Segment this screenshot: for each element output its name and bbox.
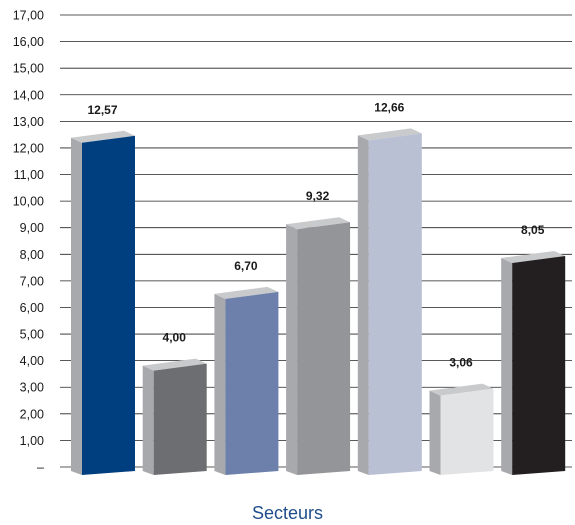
bar-front-face bbox=[512, 255, 566, 475]
bar bbox=[142, 358, 207, 475]
data-label: 9,32 bbox=[306, 189, 330, 203]
y-tick-label: 2,00 bbox=[20, 407, 44, 421]
bar-front-face bbox=[440, 388, 494, 475]
bar bbox=[429, 383, 494, 475]
bar-side-face bbox=[142, 365, 154, 475]
data-label: 6,70 bbox=[234, 259, 258, 273]
y-axis-tick-labels: – 1,00 2,00 3,00 4,00 5,00 6,00 7,00 8,00 9,00 10,… bbox=[13, 9, 44, 475]
y-tick-label: 13,00 bbox=[13, 115, 44, 129]
bar-side-face bbox=[71, 137, 82, 475]
bar-front-face bbox=[82, 135, 135, 475]
bar-side-face bbox=[286, 224, 298, 475]
data-label: 8,05 bbox=[521, 223, 545, 237]
bar-front-face bbox=[297, 222, 351, 475]
bar bbox=[214, 286, 279, 475]
bar-front-face bbox=[225, 291, 279, 475]
data-label: 3,06 bbox=[449, 356, 473, 370]
bar-side-face bbox=[501, 257, 513, 475]
y-tick-label: 14,00 bbox=[13, 88, 44, 102]
data-label: 12,57 bbox=[87, 103, 117, 117]
bar-front-face bbox=[153, 363, 207, 475]
bar-top-face bbox=[286, 217, 351, 230]
bar bbox=[501, 250, 566, 475]
data-labels: 12,57 4,00 6,70 9,32 12,66 3,06 8,05 bbox=[87, 100, 544, 369]
bar-front-face bbox=[368, 133, 422, 475]
y-tick-label: 9,00 bbox=[20, 221, 44, 235]
bars bbox=[71, 128, 566, 475]
y-tick-label: 1,00 bbox=[20, 434, 44, 448]
y-tick-label: 16,00 bbox=[13, 35, 44, 49]
data-label: 4,00 bbox=[163, 331, 187, 345]
bar-top-face bbox=[357, 128, 422, 141]
bar-side-face bbox=[214, 293, 226, 475]
bar-top-face bbox=[142, 358, 207, 371]
bar-side-face bbox=[357, 135, 369, 475]
bar bbox=[286, 217, 351, 475]
y-tick-label: – bbox=[37, 461, 44, 475]
y-tick-label: 8,00 bbox=[20, 248, 44, 262]
y-tick-label: 6,00 bbox=[20, 301, 44, 315]
bar bbox=[357, 128, 422, 475]
gridlines bbox=[60, 14, 572, 468]
y-tick-label: 17,00 bbox=[13, 9, 44, 23]
y-tick-label: 3,00 bbox=[20, 381, 44, 395]
y-tick-label: 12,00 bbox=[13, 141, 44, 155]
y-tick-label: 4,00 bbox=[20, 354, 44, 368]
x-axis-title: Secteurs bbox=[251, 503, 324, 523]
bar-top-face bbox=[71, 130, 135, 143]
y-tick-label: 7,00 bbox=[20, 274, 44, 288]
y-tick-label: 10,00 bbox=[13, 195, 44, 209]
y-tick-label: 11,00 bbox=[14, 168, 44, 182]
y-tick-label: 15,00 bbox=[13, 62, 44, 76]
y-tick-label: 5,00 bbox=[20, 328, 44, 342]
bar-top-face bbox=[501, 250, 566, 263]
bar-top-face bbox=[429, 383, 494, 396]
bar-side-face bbox=[429, 390, 441, 475]
bar-top-face bbox=[214, 286, 279, 299]
bar bbox=[71, 130, 135, 475]
data-label: 12,66 bbox=[374, 100, 404, 114]
